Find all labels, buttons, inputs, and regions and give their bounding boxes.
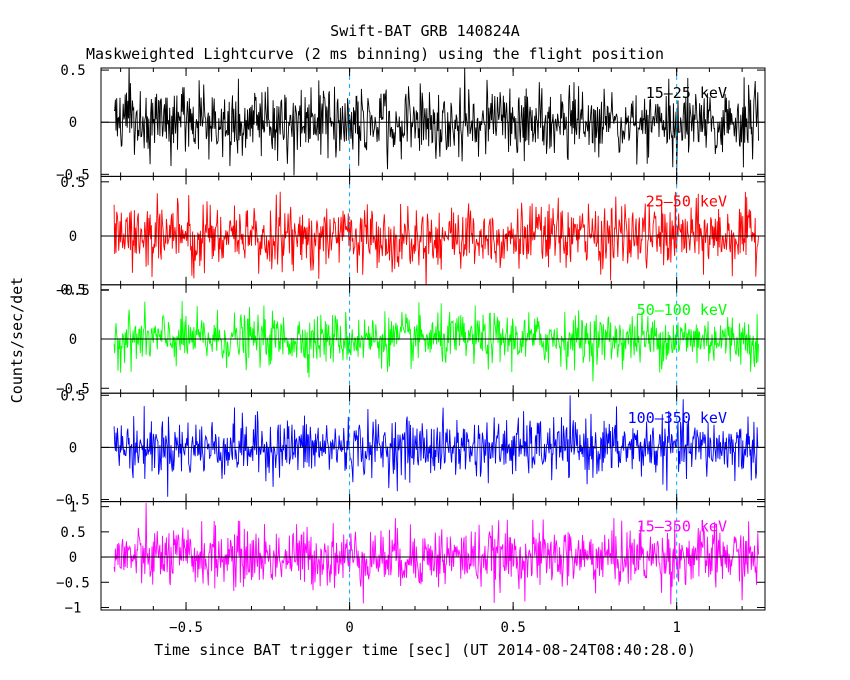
- band-label: 25–50 keV: [646, 192, 727, 210]
- band-label: 50–100 keV: [637, 301, 727, 319]
- y-tick-label: −0.5: [56, 167, 90, 183]
- panel-1: 0.5 0 −0.5 15–25 keV: [56, 63, 766, 183]
- y-tick-label: 0.5: [60, 525, 85, 541]
- y-tick-label: 0: [69, 440, 77, 456]
- y-axis-label: Counts/sec/det: [8, 277, 26, 403]
- y-tick-label: 0: [69, 229, 77, 245]
- x-tick-label: 0: [345, 620, 353, 636]
- y-tick-label: −0.5: [56, 575, 90, 591]
- band-label: 100–350 keV: [628, 409, 727, 427]
- band-label: 15–25 keV: [646, 84, 727, 102]
- trace-3: [113, 300, 759, 382]
- trace-5: [113, 502, 759, 605]
- band-label: 15–350 keV: [637, 518, 727, 536]
- y-tick-label: 0.5: [60, 388, 85, 404]
- trace-2: [113, 191, 759, 285]
- panel-5: 1 0.5 0 −0.5 −1 15–350 keV: [56, 500, 766, 616]
- y-tick-label: −0.5: [56, 283, 90, 299]
- panel-frame: [100, 501, 766, 611]
- chart-title: Swift-BAT GRB 140824A: [330, 22, 520, 40]
- x-tick-label: 0.5: [500, 620, 525, 636]
- x-axis-label: Time since BAT trigger time [sec] (UT 20…: [154, 641, 696, 659]
- panels-group: 0.5 0 −0.5 15–25 keV 0.5 0 −0.5 25–50 keV 0.5 0 −0…: [56, 63, 766, 636]
- y-tick-label: −0.5: [56, 381, 90, 397]
- y-tick-label: −0.5: [56, 493, 90, 509]
- y-tick-label: 0: [69, 550, 77, 566]
- x-tick-label: −0.5: [169, 620, 203, 636]
- x-tick-label: 1: [672, 620, 680, 636]
- y-tick-label: 0.5: [60, 63, 85, 79]
- y-tick-label: 0: [69, 115, 77, 131]
- trace-1: [114, 68, 759, 176]
- trace-4: [113, 395, 759, 497]
- panel-4: 0.5 0 −0.5 100–350 keV: [56, 388, 766, 509]
- y-tick-label: −1: [65, 600, 82, 616]
- y-tick-label: 0.5: [60, 175, 85, 191]
- chart-subtitle: Maskweighted Lightcurve (2 ms binning) u…: [86, 45, 664, 63]
- y-tick-label: 0: [69, 332, 77, 348]
- panel-3: 0.5 0 −0.5 50–100 keV: [56, 283, 766, 397]
- panel-2: 0.5 0 −0.5 25–50 keV: [56, 175, 766, 299]
- y-tick-label: 1: [69, 500, 77, 516]
- y-tick-label: 0.5: [60, 283, 85, 299]
